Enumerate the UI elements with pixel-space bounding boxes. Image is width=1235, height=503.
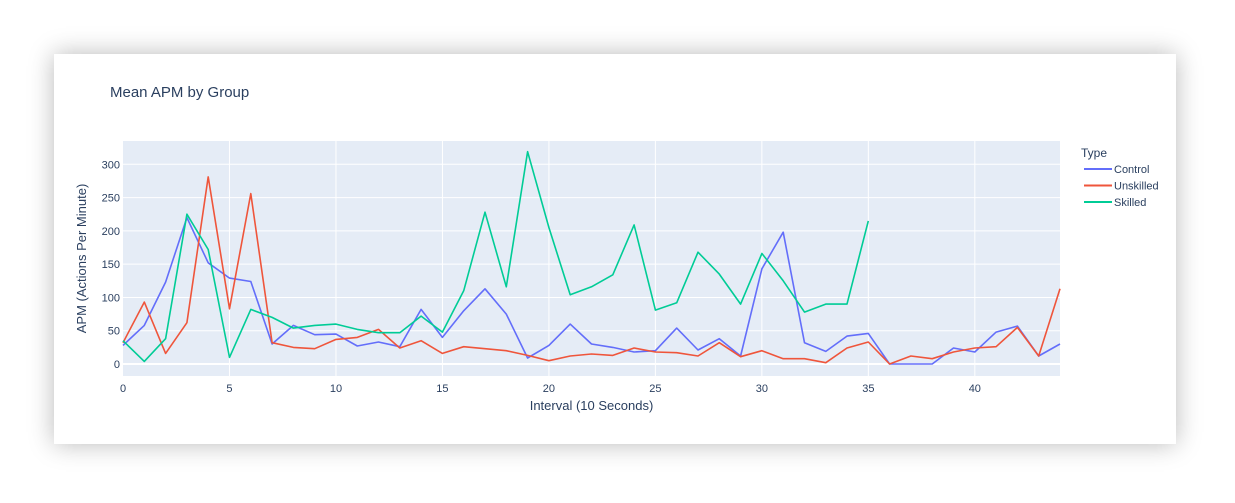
- y-tick-label: 50: [108, 326, 120, 338]
- y-tick-label: 0: [114, 359, 120, 371]
- chart-card: Mean APM by Group 0 5 10 15 20 25 30 35 40 0 50 100…: [54, 54, 1176, 444]
- legend-title: Type: [1081, 146, 1107, 160]
- x-tick-label: 25: [649, 383, 661, 395]
- legend-item-unskilled[interactable]: Unskilled: [1084, 181, 1159, 193]
- series-line-skilled[interactable]: [122, 150, 870, 363]
- x-tick-label: 35: [862, 383, 874, 395]
- legend[interactable]: Control Unskilled Skilled: [1084, 164, 1159, 209]
- y-tick-label: 300: [102, 159, 120, 171]
- x-tick-label: 5: [226, 383, 232, 395]
- x-tick-label: 30: [756, 383, 768, 395]
- legend-item-control[interactable]: Control: [1084, 164, 1149, 176]
- legend-label: Control: [1114, 164, 1149, 176]
- legend-label: Unskilled: [1114, 181, 1159, 193]
- plot-area: [123, 141, 1060, 376]
- chart-title: Mean APM by Group: [110, 84, 249, 101]
- x-tick-label: 15: [436, 383, 448, 395]
- x-tick-label: 20: [543, 383, 555, 395]
- x-tick-label: 10: [330, 383, 342, 395]
- legend-item-skilled[interactable]: Skilled: [1084, 197, 1146, 209]
- y-tick-label: 250: [102, 193, 120, 205]
- y-axis-title: APM (Actions Per Minute): [74, 184, 89, 334]
- chart-svg: Mean APM by Group 0 5 10 15 20 25 30 35 40 0 50 100…: [74, 84, 1159, 413]
- series-lines: [122, 150, 1061, 365]
- x-axis-title: Interval (10 Seconds): [530, 398, 654, 413]
- x-tick-label: 0: [120, 383, 126, 395]
- series-line-unskilled[interactable]: [122, 176, 1061, 365]
- series-line-control[interactable]: [122, 216, 1061, 365]
- tick-labels: 0 5 10 15 20 25 30 35 40 0 50 100 150 200 250 300: [102, 159, 981, 395]
- y-tick-label: 200: [102, 226, 120, 238]
- y-tick-label: 150: [102, 259, 120, 271]
- x-tick-label: 40: [969, 383, 981, 395]
- y-tick-label: 100: [102, 292, 120, 304]
- legend-label: Skilled: [1114, 197, 1146, 209]
